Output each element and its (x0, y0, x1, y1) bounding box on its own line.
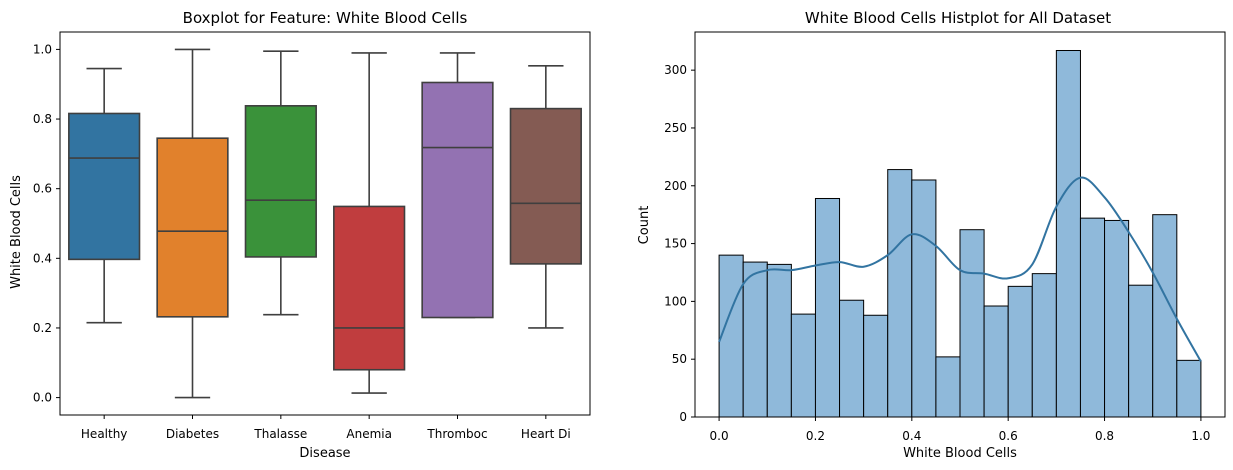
histogram-xlabel: White Blood Cells (903, 446, 1017, 461)
histogram-bar (1007, 285, 1033, 418)
histogram-bar (1055, 49, 1081, 418)
x-tick-label: Anemia (346, 427, 392, 441)
x-tick-label: Diabetes (166, 427, 219, 441)
histogram-bar (790, 313, 816, 418)
histogram-bar (718, 254, 744, 418)
y-tick-label: 0.6 (33, 182, 52, 196)
histogram-bar (1152, 214, 1178, 418)
boxplot-panel: Boxplot for Feature: White Blood Cells H… (9, 9, 591, 461)
histogram-panel: White Blood Cells Histplot for All Datas… (637, 9, 1226, 461)
x-tick-label: Heart Di (521, 427, 571, 441)
x-tick-label: 0.0 (710, 429, 729, 443)
histogram-bar (935, 356, 961, 418)
y-tick-label: 1.0 (33, 42, 52, 56)
histogram-frame (694, 31, 1226, 418)
x-tick-label: 0.2 (806, 429, 825, 443)
x-tick-label: Thalasse (253, 427, 307, 441)
boxplot-ylabel: White Blood Cells (9, 175, 24, 289)
box (68, 112, 141, 261)
histogram-bar (1176, 359, 1202, 418)
histogram-bar (1128, 284, 1154, 418)
x-tick-label: Thromboc (426, 427, 487, 441)
histogram-bar (1031, 273, 1057, 418)
y-tick-label: 200 (664, 179, 687, 193)
box (156, 137, 229, 318)
box (421, 81, 494, 319)
x-tick-label: Healthy (81, 427, 128, 441)
histogram-bar (959, 229, 985, 418)
y-tick-label: 0 (679, 410, 687, 424)
y-tick-label: 50 (672, 352, 687, 366)
y-tick-label: 0.2 (33, 321, 52, 335)
y-tick-label: 0.0 (33, 391, 52, 405)
y-tick-label: 0.4 (33, 251, 52, 265)
box (509, 107, 582, 265)
box (333, 205, 406, 371)
histogram-bar (1079, 217, 1106, 418)
histogram-ylabel: Count (637, 206, 652, 245)
histogram-bar (766, 263, 792, 418)
x-tick-label: 0.6 (999, 429, 1018, 443)
histogram-bar (814, 197, 841, 418)
histogram-bar (863, 314, 889, 418)
y-tick-label: 300 (664, 63, 687, 77)
histogram-bar (911, 179, 937, 418)
boxplot-plot-area: Healthy Diabetes Thalasse Anemia Thromboc Hea… (33, 42, 582, 441)
y-tick-label: 150 (664, 237, 687, 251)
histogram-bar (742, 261, 768, 418)
kde-line (718, 176, 1202, 362)
boxplot-title: Boxplot for Feature: White Blood Cells (183, 9, 468, 27)
y-tick-label: 100 (664, 294, 687, 308)
histogram-bar (839, 299, 865, 418)
x-tick-label: 0.4 (902, 429, 921, 443)
box (244, 105, 317, 258)
x-tick-label: 1.0 (1191, 429, 1210, 443)
histogram-bar (983, 305, 1009, 418)
histogram-bar (887, 169, 913, 418)
boxplot-frame (59, 31, 591, 416)
y-tick-label: 250 (664, 121, 687, 135)
histogram-plot-area: 0.0 0.2 0.4 0.6 0.8 1.0 0 50 100 150 200 250 300 (664, 49, 1210, 443)
histogram-bar (1104, 219, 1130, 418)
histogram-title: White Blood Cells Histplot for All Datas… (805, 9, 1111, 27)
boxplot-xlabel: Disease (299, 446, 350, 461)
y-tick-label: 0.8 (33, 112, 52, 126)
x-tick-label: 0.8 (1095, 429, 1114, 443)
